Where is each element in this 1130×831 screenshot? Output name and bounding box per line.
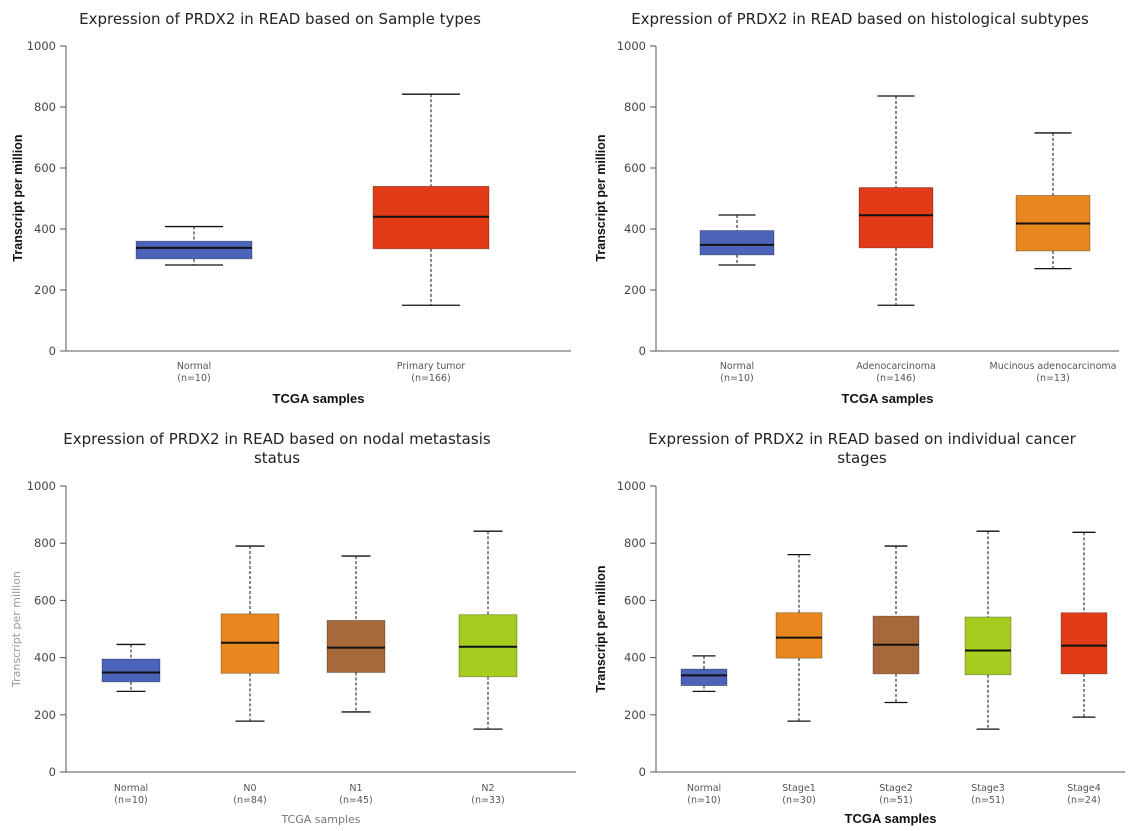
sample-count-label: (n=84) bbox=[233, 795, 266, 806]
box-normal: Normal(n=10) bbox=[699, 214, 775, 384]
y-tick-label: 400 bbox=[624, 222, 646, 236]
iqr-box bbox=[1060, 612, 1108, 675]
sample-count-label: (n=10) bbox=[720, 373, 753, 384]
sample-count-label: (n=45) bbox=[339, 795, 372, 806]
x-axis-title: TCGA samples bbox=[845, 811, 937, 826]
sample-count-label: (n=51) bbox=[879, 795, 912, 806]
box-stage3: Stage3(n=51) bbox=[964, 530, 1012, 806]
y-tick-label: 200 bbox=[34, 283, 56, 297]
y-tick-label: 600 bbox=[34, 593, 56, 607]
sample-count-label: (n=10) bbox=[687, 795, 720, 806]
y-axis-title: Transcript per million bbox=[11, 134, 25, 261]
box-stage1: Stage1(n=30) bbox=[775, 553, 823, 806]
sample-count-label: (n=33) bbox=[471, 795, 504, 806]
chart-title: Expression of PRDX2 in READ based on nod… bbox=[63, 430, 491, 448]
y-tick-label: 1000 bbox=[617, 39, 646, 53]
y-tick-label: 600 bbox=[34, 161, 56, 175]
sample-count-label: (n=13) bbox=[1036, 373, 1069, 384]
box-n1: N1(n=45) bbox=[326, 555, 386, 806]
sample-count-label: (n=24) bbox=[1067, 795, 1100, 806]
box-stage2: Stage2(n=51) bbox=[872, 545, 920, 806]
category-label: Normal bbox=[687, 783, 721, 794]
box-normal: Normal(n=10) bbox=[680, 655, 728, 806]
chart-panel-4: Expression of PRDX2 in READ based on ind… bbox=[594, 430, 1125, 826]
category-label: Mucinous adenocarcinoma bbox=[990, 361, 1117, 372]
category-label: Adenocarcinoma bbox=[856, 361, 936, 372]
y-tick-label: 800 bbox=[34, 536, 56, 550]
category-label: Stage2 bbox=[879, 783, 913, 794]
category-label: Normal bbox=[114, 783, 148, 794]
y-tick-label: 1000 bbox=[617, 479, 646, 493]
y-tick-label: 200 bbox=[624, 283, 646, 297]
iqr-box bbox=[680, 668, 728, 687]
iqr-box bbox=[775, 612, 823, 659]
y-tick-label: 400 bbox=[624, 651, 646, 665]
y-tick-label: 1000 bbox=[27, 39, 56, 53]
y-tick-label: 200 bbox=[34, 708, 56, 722]
chart-title: stages bbox=[837, 449, 887, 467]
sample-count-label: (n=30) bbox=[782, 795, 815, 806]
category-label: Normal bbox=[720, 361, 754, 372]
y-tick-label: 600 bbox=[624, 161, 646, 175]
iqr-box bbox=[135, 240, 253, 260]
y-tick-label: 400 bbox=[34, 651, 56, 665]
y-tick-label: 800 bbox=[624, 536, 646, 550]
sample-count-label: (n=10) bbox=[114, 795, 147, 806]
box-n2: N2(n=33) bbox=[458, 530, 518, 806]
y-tick-label: 0 bbox=[49, 765, 56, 779]
y-tick-label: 200 bbox=[624, 708, 646, 722]
iqr-box bbox=[458, 614, 518, 678]
category-label: Stage3 bbox=[971, 783, 1005, 794]
x-axis-title: TCGA samples bbox=[842, 391, 934, 406]
iqr-box bbox=[326, 620, 386, 673]
y-tick-label: 400 bbox=[34, 222, 56, 236]
box-stage4: Stage4(n=24) bbox=[1060, 531, 1108, 806]
y-tick-label: 0 bbox=[49, 344, 56, 358]
chart-panel-3: Expression of PRDX2 in READ based on nod… bbox=[10, 430, 576, 826]
sample-count-label: (n=146) bbox=[876, 373, 916, 384]
iqr-box bbox=[101, 658, 161, 683]
category-label: N0 bbox=[243, 783, 256, 794]
y-tick-label: 0 bbox=[639, 765, 646, 779]
category-label: Normal bbox=[177, 361, 211, 372]
category-label: Stage4 bbox=[1067, 783, 1101, 794]
category-label: N1 bbox=[349, 783, 362, 794]
y-tick-label: 600 bbox=[624, 593, 646, 607]
x-axis-title: TCGA samples bbox=[273, 391, 365, 406]
y-axis-title: Transcript per million bbox=[594, 565, 608, 692]
category-label: Primary tumor bbox=[397, 361, 466, 372]
category-label: N2 bbox=[481, 783, 494, 794]
box-primary-tumor: Primary tumor(n=166) bbox=[372, 93, 490, 384]
sample-count-label: (n=10) bbox=[177, 373, 210, 384]
chart-panel-2: Expression of PRDX2 in READ based on his… bbox=[594, 10, 1119, 406]
y-tick-label: 0 bbox=[639, 344, 646, 358]
y-tick-label: 800 bbox=[34, 100, 56, 114]
iqr-box bbox=[858, 187, 934, 249]
y-tick-label: 800 bbox=[624, 100, 646, 114]
x-axis-title: TCGA samples bbox=[280, 813, 360, 826]
y-axis-title: Transcript per million bbox=[594, 134, 608, 261]
chart-title: status bbox=[254, 449, 300, 467]
chart-title: Expression of PRDX2 in READ based on Sam… bbox=[79, 10, 481, 28]
box-normal: Normal(n=10) bbox=[135, 225, 253, 384]
iqr-box bbox=[699, 230, 775, 256]
sample-count-label: (n=51) bbox=[971, 795, 1004, 806]
box-adenocarcinoma: Adenocarcinoma(n=146) bbox=[856, 95, 936, 384]
chart-title: Expression of PRDX2 in READ based on ind… bbox=[648, 430, 1076, 448]
box-n0: N0(n=84) bbox=[220, 545, 280, 806]
sample-count-label: (n=166) bbox=[411, 373, 451, 384]
iqr-box bbox=[964, 616, 1012, 676]
category-label: Stage1 bbox=[782, 783, 816, 794]
chart-title: Expression of PRDX2 in READ based on his… bbox=[631, 10, 1089, 28]
y-tick-label: 1000 bbox=[27, 479, 56, 493]
chart-panel-1: Expression of PRDX2 in READ based on Sam… bbox=[11, 10, 571, 406]
box-mucinous-adenocarcinoma: Mucinous adenocarcinoma(n=13) bbox=[990, 132, 1117, 384]
y-axis-title: Transcript per million bbox=[10, 571, 23, 688]
box-normal: Normal(n=10) bbox=[101, 643, 161, 806]
